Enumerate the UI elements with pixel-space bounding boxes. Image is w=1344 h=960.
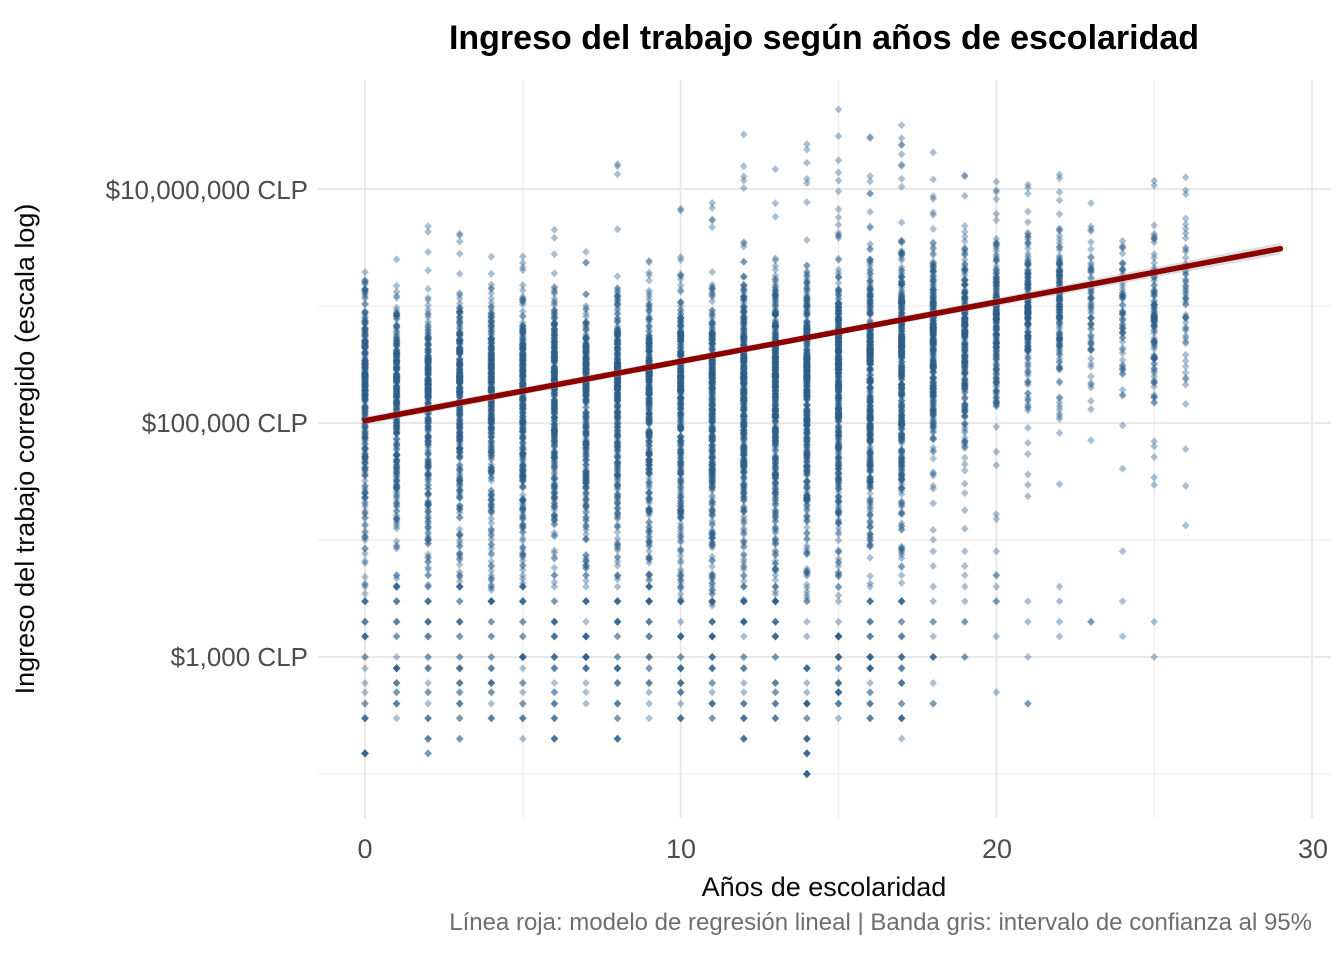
chart-caption: Línea roja: modelo de regresión lineal |… <box>449 909 1312 936</box>
gridlines-minor <box>318 80 1331 818</box>
regression-line <box>362 245 1284 424</box>
chart-title: Ingreso del trabajo según años de escola… <box>449 19 1199 57</box>
x-axis-title: Años de escolaridad <box>702 872 947 902</box>
x-tick-label-30: 30 <box>1298 834 1328 864</box>
x-tick-label-10: 10 <box>666 834 696 864</box>
y-tick-label-10m: $10,000,000 CLP <box>106 175 308 205</box>
x-tick-label-0: 0 <box>357 834 372 864</box>
scatter-points <box>361 105 1190 778</box>
y-tick-label-100k: $100,000 CLP <box>142 408 308 438</box>
x-tick-label-20: 20 <box>982 834 1012 864</box>
y-tick-label-1k: $1,000 CLP <box>171 642 308 672</box>
gridlines-major <box>318 80 1331 818</box>
y-axis-title: Ingreso del trabajo corregido (escala lo… <box>10 204 40 695</box>
